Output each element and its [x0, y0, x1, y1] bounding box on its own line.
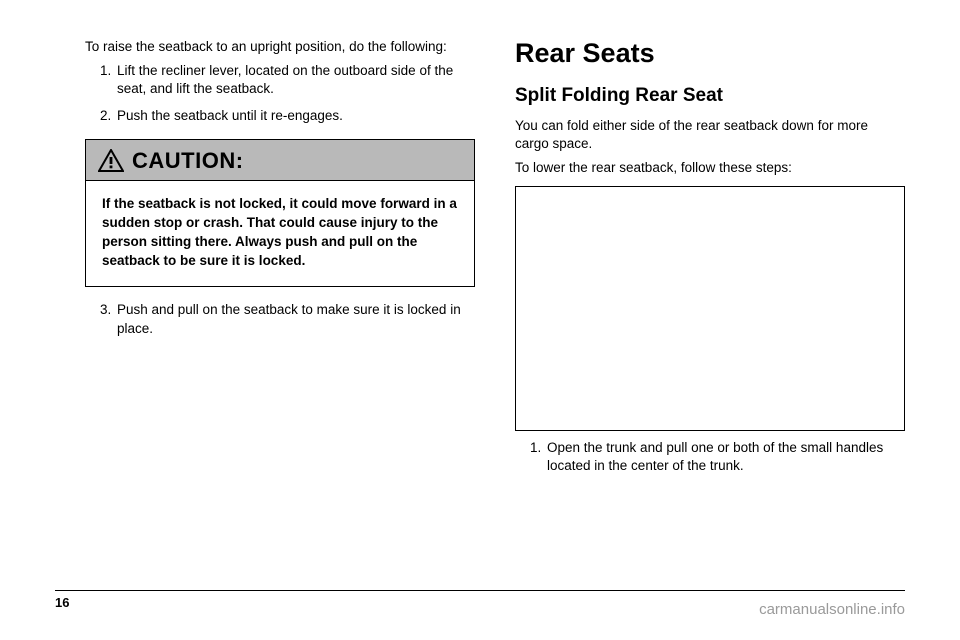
warning-triangle-icon: [98, 149, 124, 172]
caution-label: CAUTION:: [132, 148, 244, 174]
page-footer: 16 carmanualsonline.info: [55, 590, 905, 618]
left-column: To raise the seatback to an upright posi…: [85, 38, 475, 578]
right-steps-list: Open the trunk and pull one or both of t…: [515, 439, 905, 475]
page: To raise the seatback to an upright posi…: [0, 0, 960, 640]
illustration-placeholder: [515, 186, 905, 431]
paragraph-fold-desc: You can fold either side of the rear sea…: [515, 117, 905, 153]
step-2: Push the seatback until it re-engages.: [115, 107, 475, 125]
caution-header: CAUTION:: [86, 140, 474, 181]
right-column: Rear Seats Split Folding Rear Seat You c…: [515, 38, 905, 578]
step-1: Lift the recliner lever, located on the …: [115, 62, 475, 98]
caution-box: CAUTION: If the seatback is not locked, …: [85, 139, 475, 288]
steps-list-b: Push and pull on the seatback to make su…: [85, 301, 475, 337]
step-3: Push and pull on the seatback to make su…: [115, 301, 475, 337]
paragraph-steps-intro: To lower the rear seatback, follow these…: [515, 159, 905, 177]
page-number: 16: [55, 595, 69, 610]
steps-list-a: Lift the recliner lever, located on the …: [85, 62, 475, 125]
caution-body: If the seatback is not locked, it could …: [86, 181, 474, 287]
two-column-layout: To raise the seatback to an upright posi…: [85, 38, 905, 578]
right-step-1: Open the trunk and pull one or both of t…: [545, 439, 905, 475]
heading-split-folding: Split Folding Rear Seat: [515, 85, 905, 107]
heading-rear-seats: Rear Seats: [515, 38, 905, 69]
watermark-text: carmanualsonline.info: [759, 595, 905, 618]
intro-text: To raise the seatback to an upright posi…: [85, 38, 475, 56]
